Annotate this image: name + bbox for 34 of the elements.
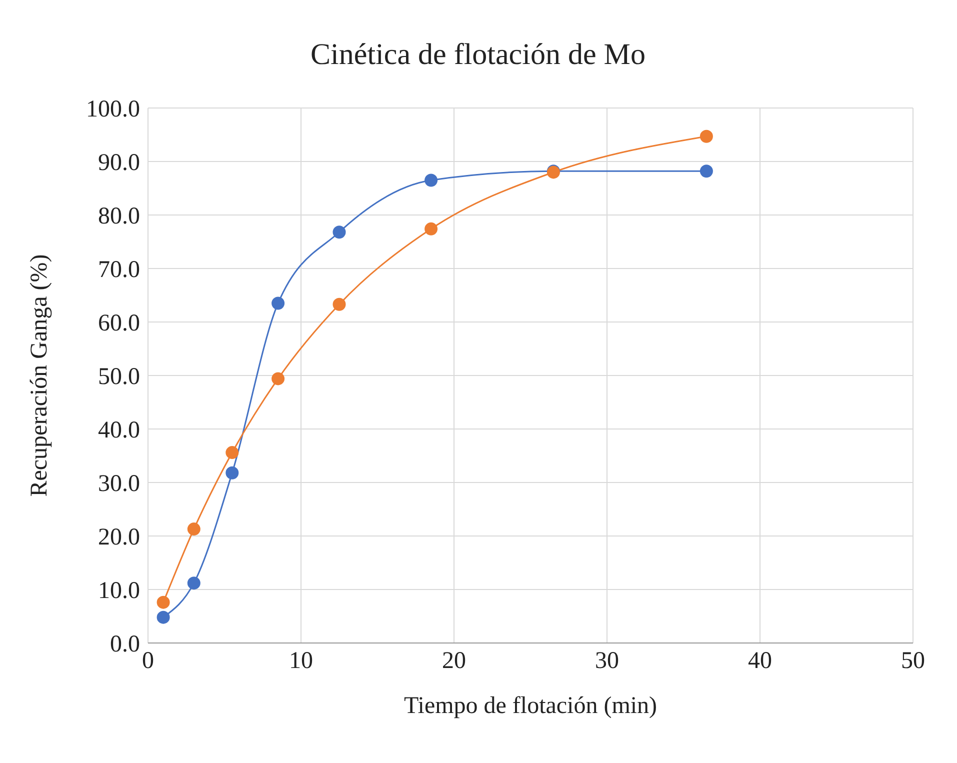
y-tick-label: 30.0 — [98, 471, 140, 498]
x-axis-title: Tiempo de flotación (min) — [404, 693, 658, 719]
point — [187, 522, 200, 536]
y-tick-label: 100.0 — [86, 96, 140, 123]
y-axis-title: Recuperación Ganga (%) — [26, 254, 53, 497]
y-tick-label: 50.0 — [98, 364, 140, 390]
point — [156, 610, 170, 624]
y-tick-label: 90.0 — [98, 150, 140, 176]
point — [424, 222, 438, 236]
point — [332, 226, 346, 239]
point — [272, 372, 285, 386]
point — [332, 298, 346, 311]
point — [700, 164, 713, 178]
x-tick-label: 50 — [901, 648, 925, 674]
x-tick-label: 20 — [442, 648, 466, 674]
y-tick-label: 40.0 — [98, 418, 140, 444]
point — [700, 130, 713, 143]
chart-title: Cinética de flotación de Mo — [310, 38, 646, 72]
y-tick-label: 0.0 — [110, 632, 140, 658]
y-tick-label: 10.0 — [98, 578, 140, 604]
point — [156, 596, 170, 609]
y-tick-label: 70.0 — [98, 257, 140, 284]
point — [226, 466, 239, 480]
point — [272, 296, 285, 310]
x-tick-label: 30 — [595, 648, 619, 674]
y-tick-label: 60.0 — [98, 310, 140, 337]
point — [226, 446, 239, 460]
x-tick-label: 10 — [289, 648, 313, 674]
point — [424, 174, 438, 187]
x-tick-label: 40 — [748, 648, 772, 674]
x-tick-label: 0 — [142, 648, 154, 674]
y-tick-label: 80.0 — [98, 204, 140, 230]
point — [187, 576, 200, 590]
y-tick-label: 20.0 — [98, 524, 140, 551]
